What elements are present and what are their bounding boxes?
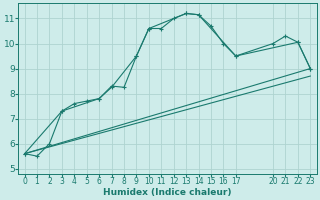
- X-axis label: Humidex (Indice chaleur): Humidex (Indice chaleur): [103, 188, 232, 197]
